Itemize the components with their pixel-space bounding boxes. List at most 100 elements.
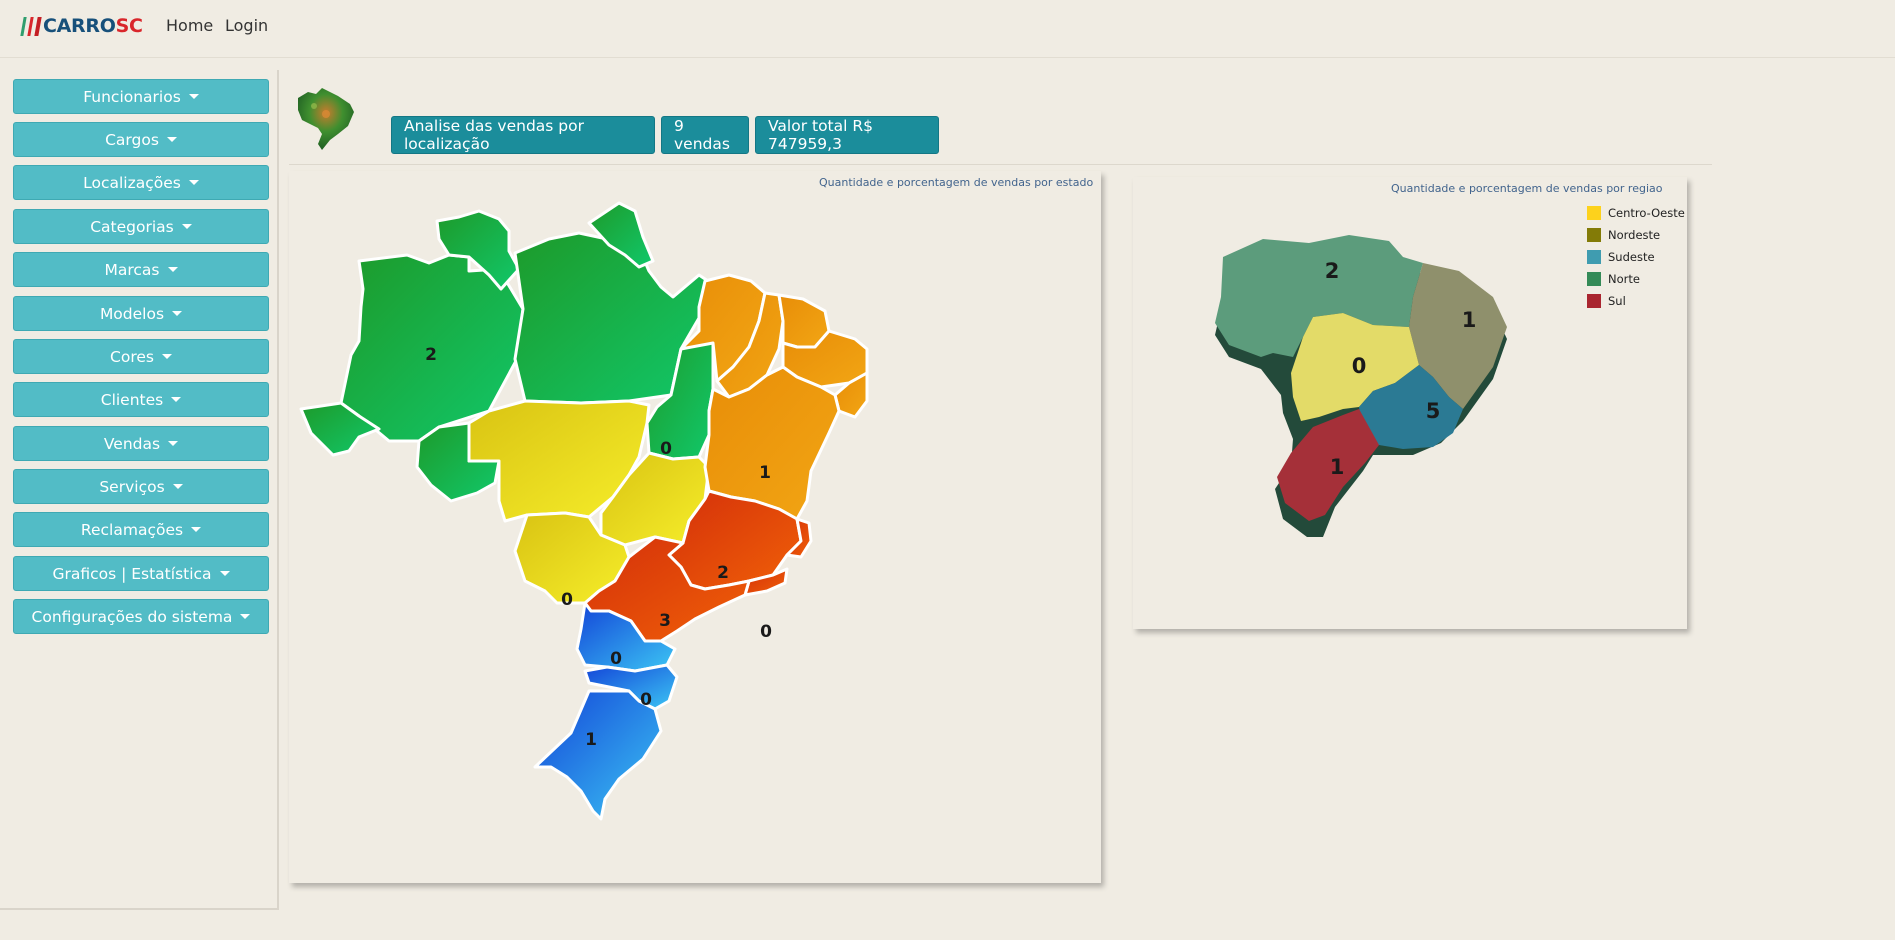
state-value-north-west: 2 bbox=[425, 345, 437, 365]
sidebar: Funcionarios Cargos Localizações Categor… bbox=[0, 70, 279, 910]
map-region-rs bbox=[533, 689, 663, 821]
caret-down-icon bbox=[171, 397, 182, 402]
caret-down-icon bbox=[166, 137, 177, 142]
sidebar-item-label: Modelos bbox=[99, 304, 165, 323]
sidebar-item-vendas[interactable]: Vendas bbox=[13, 426, 269, 461]
total-value-badge[interactable]: Valor total R$ 747959,3 bbox=[755, 116, 939, 154]
legend-swatch bbox=[1587, 228, 1601, 242]
state-value-sao-paulo: 3 bbox=[659, 611, 671, 631]
region-value-norte: 2 bbox=[1325, 259, 1340, 283]
brazil-map-icon bbox=[298, 88, 354, 150]
map-region-sc bbox=[583, 663, 679, 711]
legend-label: Norte bbox=[1608, 272, 1640, 286]
caret-down-icon bbox=[161, 354, 172, 359]
panel-header: Analise das vendas por localização 9 ven… bbox=[289, 87, 1712, 165]
map-region-ro bbox=[415, 421, 501, 503]
region-map: 2 1 0 5 1 bbox=[1215, 235, 1507, 537]
sidebar-item-categorias[interactable]: Categorias bbox=[13, 209, 269, 244]
brand-flag-icon bbox=[20, 16, 42, 36]
legend-label: Centro-Oeste bbox=[1608, 206, 1685, 220]
state-value-bahia: 1 bbox=[759, 463, 771, 483]
region-value-sul: 1 bbox=[1330, 455, 1345, 479]
region-nordeste bbox=[1409, 263, 1507, 409]
sidebar-item-label: Reclamações bbox=[80, 520, 184, 539]
state-value-parana: 0 bbox=[610, 649, 622, 669]
sidebar-item-label: Marcas bbox=[104, 260, 160, 279]
sidebar-item-cores[interactable]: Cores bbox=[13, 339, 269, 374]
caret-down-icon bbox=[191, 527, 202, 532]
sidebar-item-label: Clientes bbox=[100, 390, 164, 409]
sidebar-item-label: Cargos bbox=[105, 130, 159, 149]
brand-name-part-b: SC bbox=[115, 15, 143, 37]
state-value-rio-de-janeiro: 0 bbox=[760, 622, 772, 642]
caret-down-icon bbox=[181, 224, 192, 229]
region-norte bbox=[1215, 235, 1423, 357]
region-map-card: Quantidade e porcentagem de vendas por r… bbox=[1133, 177, 1687, 629]
caret-down-icon bbox=[168, 441, 179, 446]
legend-swatch bbox=[1587, 294, 1601, 308]
region-value-sudeste: 5 bbox=[1426, 399, 1441, 423]
region-sudeste bbox=[1359, 365, 1463, 449]
sidebar-item-graficos[interactable]: Graficos | Estatística bbox=[13, 556, 269, 591]
sidebar-item-localizacoes[interactable]: Localizações bbox=[13, 165, 269, 200]
state-value-rs: 1 bbox=[585, 730, 597, 750]
sales-count-badge[interactable]: 9 vendas bbox=[661, 116, 749, 154]
state-value-ms: 0 bbox=[561, 590, 573, 610]
sidebar-item-label: Localizações bbox=[83, 173, 181, 192]
caret-down-icon bbox=[172, 484, 183, 489]
sidebar-item-marcas[interactable]: Marcas bbox=[13, 252, 269, 287]
map-region-rn-pb-pe bbox=[781, 329, 869, 389]
region-value-centro-oeste: 0 bbox=[1352, 354, 1367, 378]
legend-swatch bbox=[1587, 250, 1601, 264]
legend-swatch bbox=[1587, 272, 1601, 286]
sidebar-item-funcionarios[interactable]: Funcionarios bbox=[13, 79, 269, 114]
map-region-pr bbox=[575, 601, 677, 673]
region-map-3d bbox=[1215, 235, 1507, 537]
region-value-nordeste: 1 bbox=[1462, 308, 1477, 332]
region-map-title: Quantidade e porcentagem de vendas por r… bbox=[1391, 182, 1663, 195]
legend-item[interactable]: Sul bbox=[1587, 294, 1626, 308]
brand-name: CARROSC bbox=[43, 15, 143, 37]
sidebar-item-reclamacoes[interactable]: Reclamações bbox=[13, 512, 269, 547]
main-panel: Analise das vendas por localização 9 ven… bbox=[289, 87, 1712, 887]
sidebar-item-label: Configurações do sistema bbox=[31, 607, 233, 626]
sidebar-item-clientes[interactable]: Clientes bbox=[13, 382, 269, 417]
caret-down-icon bbox=[167, 267, 178, 272]
state-map-title: Quantidade e porcentagem de vendas por e… bbox=[819, 176, 1094, 189]
legend-item[interactable]: Sudeste bbox=[1587, 250, 1655, 264]
sidebar-item-cargos[interactable]: Cargos bbox=[13, 122, 269, 157]
sidebar-item-configuracoes[interactable]: Configurações do sistema bbox=[13, 599, 269, 634]
map-region-ap bbox=[587, 201, 655, 269]
caret-down-icon bbox=[172, 311, 183, 316]
nav-link-home[interactable]: Home bbox=[166, 16, 214, 35]
sidebar-item-label: Serviços bbox=[99, 477, 165, 496]
state-value-minas-gerais: 2 bbox=[717, 563, 729, 583]
legend-swatch bbox=[1587, 206, 1601, 220]
nav-link-login[interactable]: Login bbox=[225, 16, 269, 35]
caret-down-icon bbox=[188, 180, 199, 185]
legend-label: Nordeste bbox=[1608, 228, 1661, 242]
sidebar-item-label: Graficos | Estatística bbox=[52, 564, 212, 583]
sidebar-item-label: Cores bbox=[110, 347, 154, 366]
sidebar-item-modelos[interactable]: Modelos bbox=[13, 296, 269, 331]
analysis-badge[interactable]: Analise das vendas por localização bbox=[391, 116, 655, 154]
legend-label: Sul bbox=[1608, 294, 1626, 308]
state-map: 2 0 1 2 3 0 0 0 0 1 bbox=[299, 201, 869, 821]
caret-down-icon bbox=[240, 614, 251, 619]
region-sul bbox=[1277, 409, 1379, 521]
sidebar-item-servicos[interactable]: Serviços bbox=[13, 469, 269, 504]
caret-down-icon bbox=[188, 94, 199, 99]
legend-item[interactable]: Centro-Oeste bbox=[1587, 206, 1685, 220]
brand-name-part-a: CARRO bbox=[43, 15, 116, 37]
state-value-santa-catarina: 0 bbox=[640, 690, 652, 710]
caret-down-icon bbox=[219, 571, 230, 576]
navbar: CARROSC Home Login bbox=[0, 0, 1895, 58]
legend-item[interactable]: Norte bbox=[1587, 272, 1640, 286]
state-value-tocantins: 0 bbox=[660, 439, 672, 459]
state-map-card: Quantidade e porcentagem de vendas por e… bbox=[289, 171, 1101, 883]
legend-item[interactable]: Nordeste bbox=[1587, 228, 1660, 242]
sidebar-item-label: Vendas bbox=[103, 434, 161, 453]
map-region-ac bbox=[299, 401, 381, 457]
map-region-es bbox=[785, 517, 813, 559]
brand-logo[interactable]: CARROSC bbox=[20, 15, 143, 37]
